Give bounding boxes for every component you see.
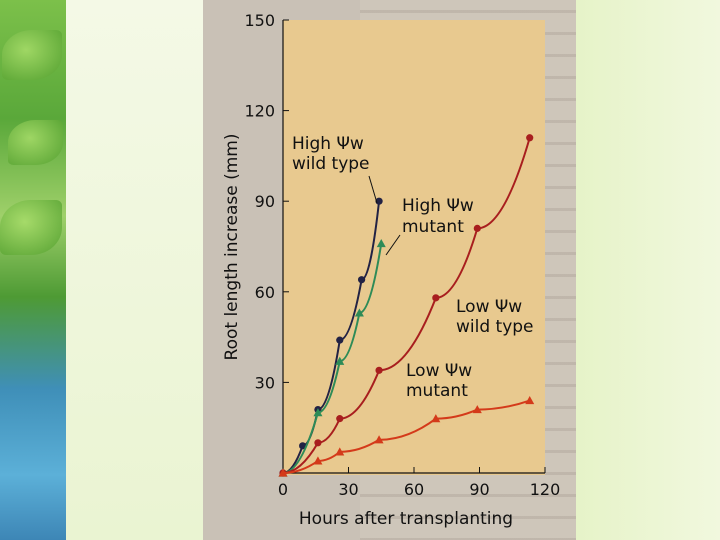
series-3 [278, 396, 535, 477]
data-point [525, 396, 535, 405]
y-tick-label: 30 [255, 373, 275, 392]
axes [282, 20, 545, 474]
annotation-low-mutant-line2: mutant [406, 381, 468, 401]
annotation-high-wild-type: High Ψw wild type [292, 134, 378, 204]
annotation-high-mutant-pointer [385, 234, 401, 256]
annotation-high-mutant-line1: High Ψw [402, 196, 474, 216]
annotation-low-mutant: Low Ψw mutant [406, 361, 472, 401]
data-point [375, 366, 383, 374]
annotation-high-wild-type-line2: wild type [292, 154, 370, 174]
tick-marks [282, 19, 546, 473]
background-panel-left [66, 0, 203, 540]
data-point [526, 134, 534, 142]
data-point [313, 456, 323, 465]
tick-labels: 0 30 60 90 120 30 60 90 120 150 [244, 11, 560, 499]
y-tick-label: 120 [244, 102, 275, 121]
annotation-low-wild-type-line1: Low Ψw [456, 297, 522, 317]
y-axis-title: Root length increase (mm) [222, 134, 242, 361]
data-point [278, 468, 288, 477]
data-point [374, 435, 384, 444]
y-tick-label: 150 [244, 11, 275, 30]
series-layer [278, 134, 535, 477]
series-2 [279, 134, 534, 477]
data-point [335, 447, 345, 456]
x-tick-label: 60 [404, 480, 424, 499]
data-point [358, 276, 366, 284]
annotation-high-mutant: High Ψw mutant [385, 196, 474, 256]
x-tick-label: 90 [469, 480, 489, 499]
data-point [314, 439, 322, 447]
background-panel-right [576, 0, 720, 540]
annotation-high-wild-type-pointer [368, 175, 378, 204]
leaf-decoration [2, 30, 62, 80]
data-point [473, 224, 481, 232]
leaf-decoration [0, 200, 62, 255]
annotation-high-wild-type-line1: High Ψw [292, 134, 364, 154]
x-tick-label: 30 [338, 480, 358, 499]
leaf-decoration [8, 120, 63, 165]
data-point [376, 238, 386, 248]
series-1 [278, 238, 386, 477]
annotation-high-mutant-line2: mutant [402, 217, 464, 237]
data-point [299, 442, 307, 450]
data-point [336, 415, 344, 423]
y-tick-label: 60 [255, 283, 275, 302]
x-tick-label: 120 [530, 480, 561, 499]
data-point [431, 414, 441, 423]
series-line [282, 243, 383, 474]
data-point [354, 308, 364, 317]
leaf-photo-strip [0, 0, 66, 540]
annotation-low-wild-type: Low Ψw wild type [456, 297, 534, 337]
y-tick-label: 90 [255, 192, 275, 211]
annotation-low-mutant-line1: Low Ψw [406, 361, 472, 381]
data-point [335, 356, 345, 365]
data-point [336, 336, 344, 344]
data-point [313, 408, 323, 417]
data-point [472, 405, 482, 414]
series-line [282, 201, 381, 474]
x-axis-title: Hours after transplanting [299, 509, 513, 529]
x-tick-label: 0 [278, 480, 288, 499]
data-point [432, 294, 440, 302]
annotation-low-wild-type-line2: wild type [456, 317, 534, 337]
data-point [375, 197, 383, 205]
